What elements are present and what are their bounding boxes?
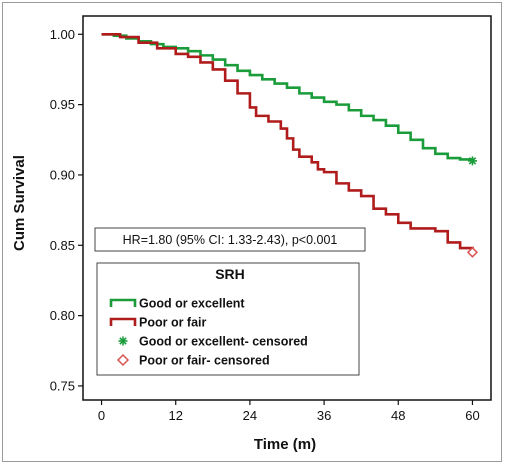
survival-chart: Cum Survival Time (m) 0 12 24 36 48 60 0.75 0.8… (11, 15, 492, 453)
legend-asterisk-swatch (118, 336, 128, 346)
y-tick-label: 1.00 (50, 27, 75, 42)
chart-frame: Cum Survival Time (m) 0 12 24 36 48 60 0.75 0.8… (2, 2, 502, 462)
y-axis-label: Cum Survival (11, 155, 28, 251)
x-tick-label: 60 (465, 408, 479, 423)
legend-box (96, 262, 360, 376)
x-tick-label: 36 (317, 408, 331, 423)
x-tick-label: 48 (391, 408, 405, 423)
legend-line-swatch (109, 298, 137, 307)
x-tick-label: 0 (98, 408, 105, 423)
legend-entry-label: Poor or fair (139, 316, 207, 330)
legend: SRH Good or excellent Poor or fair Good or… (96, 262, 360, 376)
legend-diamond-swatch (116, 353, 130, 367)
x-axis-label: Time (m) (254, 436, 316, 453)
x-tick-label: 12 (168, 408, 182, 423)
annotation-box (94, 227, 366, 252)
hazard-ratio-annotation: HR=1.80 (95% CI: 1.33-2.43), p<0.001 (123, 233, 338, 247)
legend-line-swatch (109, 317, 137, 326)
y-tick-label: 0.80 (50, 308, 75, 323)
y-tick-label: 0.85 (50, 238, 75, 253)
legend-entry-label: Good or excellent- censored (139, 335, 308, 349)
series-good-or-excellent-line (101, 32, 474, 161)
x-tick-label: 24 (243, 408, 257, 423)
series-poor-or-fair-line (101, 32, 474, 253)
legend-entry-label: Poor or fair- censored (139, 354, 270, 368)
y-tick-label: 0.95 (50, 97, 75, 112)
plot-border (82, 15, 492, 401)
plot-area: 0 12 24 36 48 60 0.75 0.80 0.85 0.90 0.95 1.00 (50, 15, 492, 423)
censor-marker-poor-or-fair (466, 246, 479, 258)
censor-marker-good-or-excellent (467, 156, 477, 166)
legend-entry-label: Good or excellent (139, 297, 245, 311)
y-tick-label: 0.90 (50, 167, 75, 182)
legend-title: SRH (215, 266, 245, 282)
y-tick-label: 0.75 (50, 378, 75, 393)
